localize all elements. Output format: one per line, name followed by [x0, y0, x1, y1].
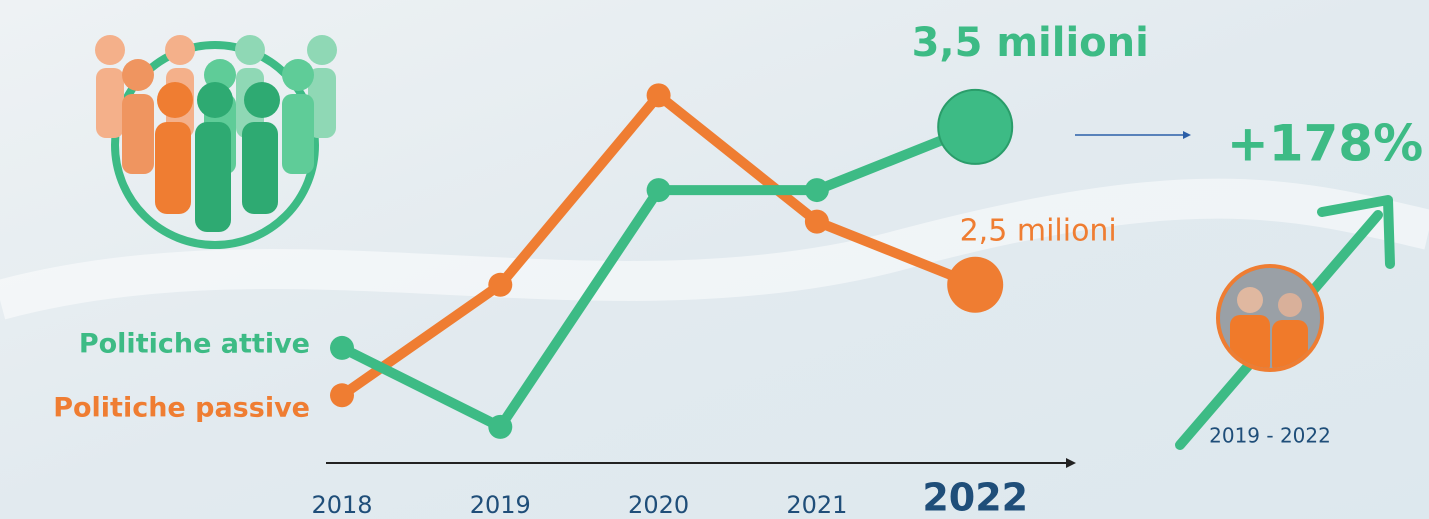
data-point [947, 257, 1003, 313]
period-label: 2019 - 2022 [1209, 424, 1331, 448]
data-point [488, 273, 512, 297]
x-tick-label: 2020 [628, 491, 689, 519]
legend-label: Politiche attive [79, 329, 310, 360]
chart: +178% 2019 - 2022 Politiche attive Polit… [0, 0, 1429, 519]
data-point [805, 178, 829, 202]
data-point [330, 336, 354, 360]
value-label: 2,5 milioni [960, 213, 1117, 248]
data-point [647, 178, 671, 202]
data-point [330, 383, 354, 407]
data-point [805, 210, 829, 234]
data-point [938, 90, 1012, 164]
page: +178% 2019 - 2022 Politiche attive Polit… [0, 0, 1429, 519]
x-tick-label: 2022 [922, 476, 1028, 519]
growth-label: +178% [1227, 115, 1423, 173]
x-tick-label: 2019 [470, 491, 531, 519]
value-label: 3,5 milioni [912, 20, 1149, 66]
data-point [488, 415, 512, 439]
legend-label: Politiche passive [53, 393, 310, 424]
x-tick-label: 2018 [311, 491, 372, 519]
data-point [647, 83, 671, 107]
x-tick-label: 2021 [786, 491, 847, 519]
